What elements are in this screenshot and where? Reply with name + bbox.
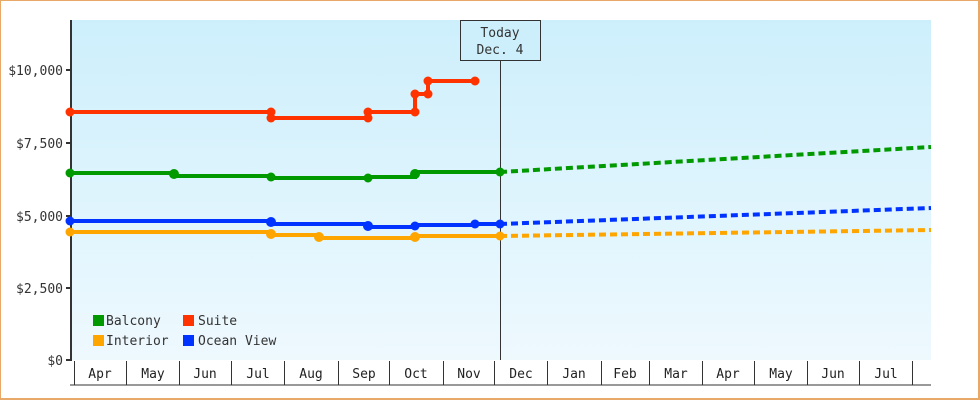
month-label: Apr	[716, 367, 740, 382]
month-label: May	[769, 367, 793, 382]
month-label: Nov	[457, 367, 481, 382]
x-axis-months	[70, 361, 931, 386]
today-marker: Today Dec. 4	[460, 20, 541, 360]
month-label: May	[141, 367, 165, 382]
legend-item-ocean-view[interactable]: Ocean View	[183, 334, 276, 349]
y-tick-label: $5,000	[16, 210, 63, 225]
ocean-view-projection	[499, 206, 932, 226]
legend: Balcony Suite Interior Ocean View	[93, 314, 276, 349]
month-label: Jul	[246, 367, 269, 382]
series-ocean-view	[65, 216, 505, 231]
y-tick-label: $7,500	[16, 137, 63, 152]
suite-swatch	[183, 315, 194, 326]
legend-label: Interior	[106, 334, 169, 349]
month-label: Dec	[509, 367, 532, 382]
y-axis-ticks	[66, 69, 71, 361]
y-tick-label: $2,500	[16, 282, 63, 297]
series-interior	[65, 227, 505, 242]
month-label: Feb	[613, 367, 637, 382]
month-label: Jun	[193, 367, 216, 382]
today-label: Today	[480, 26, 519, 41]
balcony-swatch	[93, 315, 104, 326]
legend-label: Balcony	[106, 314, 161, 329]
y-axis-labels: $10,000 $7,500 $5,000 $2,500 $0	[8, 64, 63, 369]
legend-label: Suite	[198, 314, 237, 329]
series-suite	[65, 76, 480, 123]
balcony-projection	[499, 145, 932, 174]
legend-item-balcony[interactable]: Balcony	[93, 314, 161, 329]
month-label: Jul	[874, 367, 897, 382]
ocean-view-swatch	[183, 335, 194, 346]
month-label: Aug	[299, 367, 322, 382]
month-label: Mar	[664, 367, 688, 382]
y-tick-label: $10,000	[8, 64, 63, 79]
month-label: Sep	[352, 367, 376, 382]
series-balcony	[65, 167, 505, 183]
y-tick-label: $0	[47, 354, 63, 369]
month-labels: Apr May Jun Jul Aug Sep Oct Nov Dec Jan …	[88, 367, 897, 382]
projections	[499, 145, 932, 238]
legend-label: Ocean View	[198, 334, 276, 349]
interior-projection	[499, 228, 932, 238]
legend-item-suite[interactable]: Suite	[183, 314, 237, 329]
legend-item-interior[interactable]: Interior	[93, 334, 169, 349]
month-label: Oct	[404, 367, 427, 382]
today-date: Dec. 4	[477, 43, 524, 58]
month-label: Jun	[821, 367, 844, 382]
month-label: Apr	[88, 367, 112, 382]
month-label: Jan	[562, 367, 585, 382]
interior-swatch	[93, 335, 104, 346]
